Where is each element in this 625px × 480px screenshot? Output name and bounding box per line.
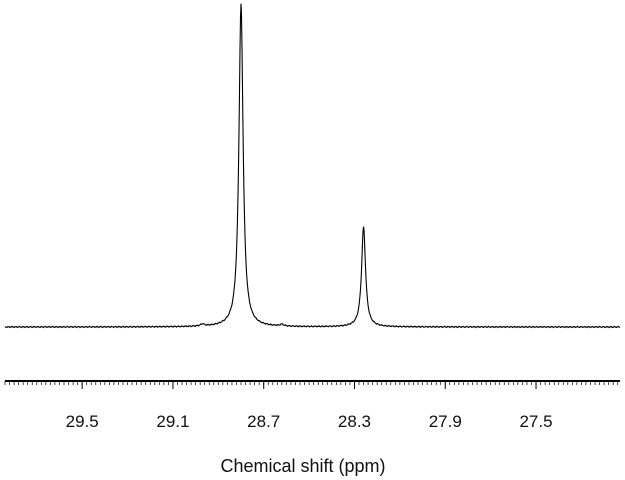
- spectrum-series-line: [4, 3, 621, 329]
- x-axis-tick-label: 29.5: [66, 412, 99, 431]
- x-axis-major-ticks: [81, 381, 537, 389]
- x-axis-title: Chemical shift (ppm): [220, 456, 385, 476]
- x-axis-tick-label: 27.5: [519, 412, 552, 431]
- x-axis-tick-label: 29.1: [156, 412, 189, 431]
- x-axis-tick-label: 27.9: [429, 412, 462, 431]
- x-axis-tick-labels: 29.5 29.1 28.7 28.3 27.9 27.5: [66, 412, 553, 431]
- x-axis-tick-label: 28.7: [247, 412, 280, 431]
- x-axis-tick-label: 28.3: [338, 412, 371, 431]
